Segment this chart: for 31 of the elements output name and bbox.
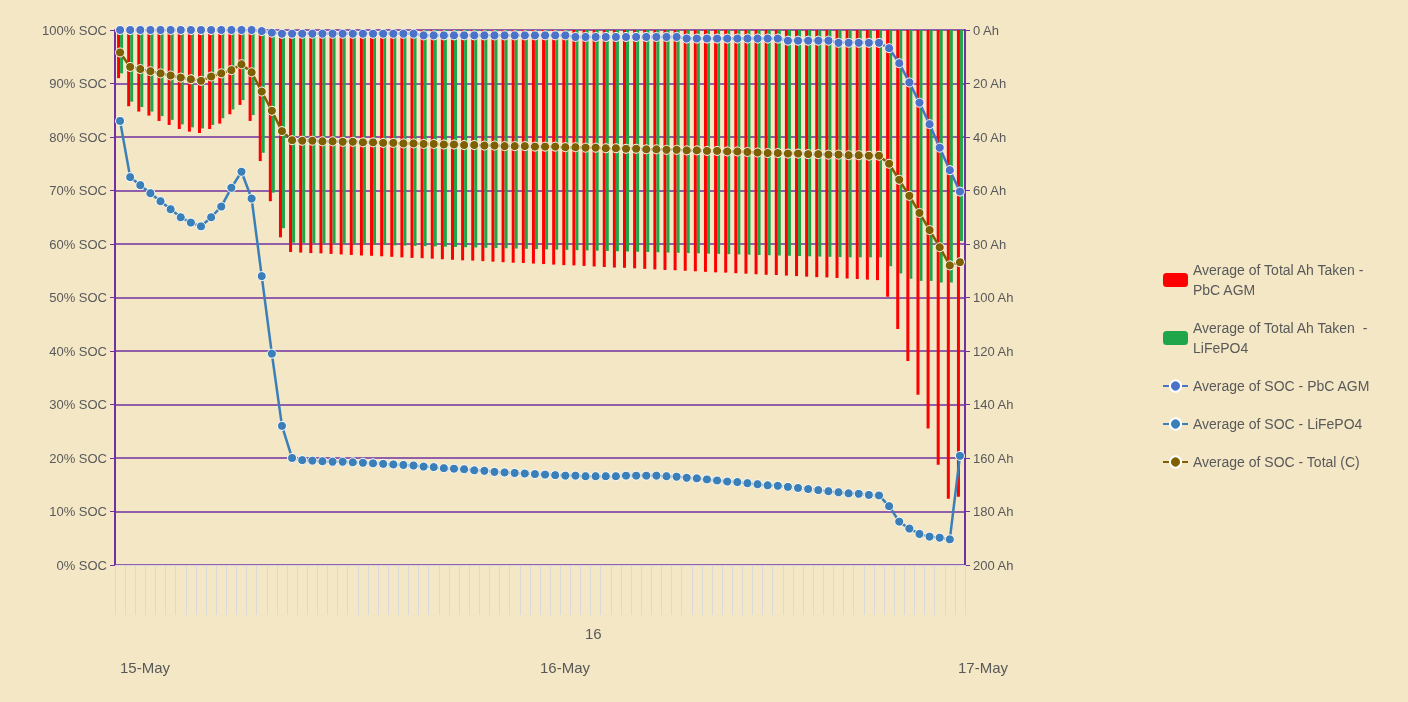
y-tick-label: 70% SOC [49,183,107,198]
legend-label: Average of SOC - LiFePO4 [1193,416,1363,432]
y-tick-label: 40% SOC [49,343,107,359]
text: 16 [585,625,602,642]
y-tick-label: 0% SOC [56,557,107,573]
text: 17-May [957,659,1009,676]
y-tick-label: 60% SOC [49,236,107,252]
y2-tick-label: 0 Ah [973,22,1000,38]
y2-tick-label: 200 Ah [973,557,1014,573]
y2-tick-label: 80 Ah [973,236,1007,252]
y-tick-label: 30% SOC [49,397,107,412]
y2-tick-label: 100 Ah [973,290,1014,305]
legend-label: Average of Total Ah Taken - LiFePO4 [1193,320,1372,356]
y2-tick-label: 140 Ah [973,397,1014,412]
y-tick-label: 80% SOC [49,129,107,145]
y2-tick-label: 40 Ah [973,129,1007,145]
y2-tick-label: 180 Ah [973,504,1014,519]
legend-label: Average of SOC - Total (C) [1193,454,1360,470]
y-tick-label: 100% SOC [41,22,107,38]
text: 15-May [119,659,171,676]
y2-tick-label: 20 Ah [973,76,1007,91]
y-tick-label: 50% SOC [49,290,107,305]
y2-tick-label: 120 Ah [973,343,1014,359]
y-tick-label: 20% SOC [49,450,107,466]
legend-label: Average of SOC - PbC AGM [1193,378,1370,394]
y-tick-label: 10% SOC [49,504,107,519]
y2-tick-label: 160 Ah [973,450,1014,466]
legend-label: Average of Total Ah Taken - PbC AGM [1193,262,1368,298]
y2-tick-label: 60 Ah [973,183,1007,198]
text: 16-May [539,659,591,676]
y-tick-label: 90% SOC [49,76,107,91]
